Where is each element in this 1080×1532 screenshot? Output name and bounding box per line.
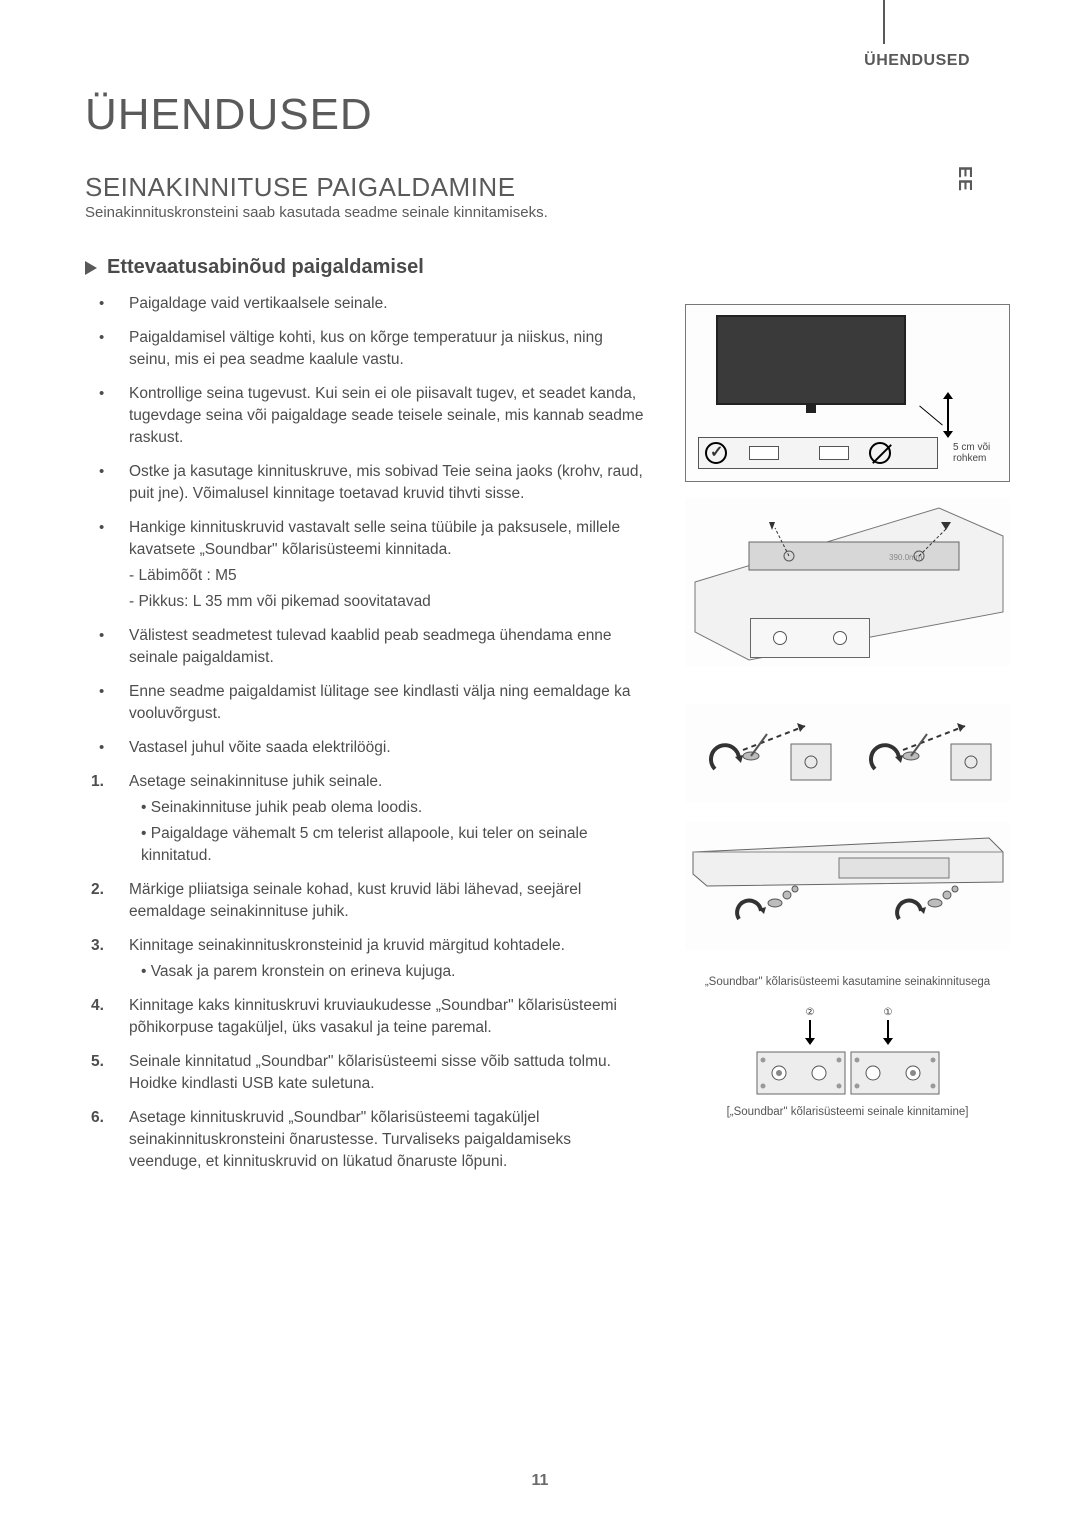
step-item: 2. Märkige pliiatsiga seinale kohad, kus…	[85, 879, 645, 923]
slot-icon	[819, 446, 849, 460]
section-subtitle: Seinakinnituskronsteini saab kasutada se…	[85, 204, 548, 221]
distance-arrow-icon	[947, 397, 949, 433]
content-columns: Ettevaatusabinõud paigaldamisel Paigalda…	[85, 256, 1015, 1185]
step-sub: Paigaldage vähemalt 5 cm telerist allapo…	[129, 823, 645, 867]
sub-line: - Läbimõõt : M5	[129, 565, 645, 587]
wall-guide-strip	[698, 437, 938, 469]
step-text: Asetage seinakinnituse juhik seinale.	[129, 773, 382, 790]
text-column: Ettevaatusabinõud paigaldamisel Paigalda…	[85, 256, 645, 1185]
step-item: 4. Kinnitage kaks kinnituskruvi kruviauk…	[85, 995, 645, 1039]
subheading-text: Ettevaatusabinõud paigaldamisel	[107, 256, 424, 279]
no-mark-icon	[869, 442, 891, 464]
list-item: Välistest seadmetest tulevad kaablid pea…	[85, 625, 645, 669]
language-tab: EE	[954, 166, 975, 192]
list-item: Paigaldage vaid vertikaalsele seinale.	[85, 293, 645, 315]
page-title: ÜHENDUSED	[85, 90, 373, 140]
step-sub: Seinakinnituse juhik peab olema loodis.	[129, 797, 645, 819]
triangle-bullet-icon	[85, 261, 97, 275]
bracket-hole-icon	[833, 631, 847, 645]
screw-insert-left-icon	[725, 885, 805, 938]
figure-caption-1: „Soundbar" kõlarisüsteemi kasutamine sei…	[685, 976, 1010, 988]
page-number: 11	[532, 1472, 549, 1490]
step-item: 6. Asetage kinnituskruvid „Soundbar" kõl…	[85, 1107, 645, 1173]
figure-column: 5 cm või rohkem 390.0mm	[685, 256, 1010, 1185]
step-number: 3.	[91, 935, 104, 957]
step-number: 4.	[91, 995, 104, 1017]
list-item: Enne seadme paigaldamist lülitage see ki…	[85, 681, 645, 725]
arrow-down-icon	[809, 1020, 811, 1040]
section-title: SEINAKINNITUSE PAIGALDAMINE	[85, 172, 516, 203]
step-number: 1.	[91, 771, 104, 793]
step-item: 1. Asetage seinakinnituse juhik seinale.…	[85, 771, 645, 867]
bracket-detail-icon	[750, 618, 870, 658]
figure-tv-clearance: 5 cm või rohkem	[685, 304, 1010, 482]
step-item: 5. Seinale kinnitatud „Soundbar" kõlaris…	[85, 1051, 645, 1095]
list-item: Ostke ja kasutage kinnituskruve, mis sob…	[85, 461, 645, 505]
step-text: Kinnitage seinakinnituskronsteinid ja kr…	[129, 937, 565, 954]
step-number: 6.	[91, 1107, 104, 1129]
leader-line	[919, 405, 943, 425]
list-item: Vastasel juhul võite saada elektrilöögi.	[85, 737, 645, 759]
precaution-list: Paigaldage vaid vertikaalsele seinale. P…	[85, 293, 645, 759]
step-text: Seinale kinnitatud „Soundbar" kõlarisüst…	[129, 1053, 611, 1092]
step-text: Asetage kinnituskruvid „Soundbar" kõlari…	[129, 1109, 571, 1170]
list-item: Paigaldamisel vältige kohti, kus on kõrg…	[85, 327, 645, 371]
step-sub: Vasak ja parem kronstein on erineva kuju…	[129, 961, 645, 983]
list-item: Kontrollige seina tugevust. Kui sein ei …	[85, 383, 645, 449]
screw-insert-right-icon	[885, 885, 965, 938]
subheading-row: Ettevaatusabinõud paigaldamisel	[85, 256, 645, 279]
soundbar-bar-icon	[689, 834, 1005, 888]
tv-screen-icon	[716, 315, 906, 405]
figure-caption-2: [„Soundbar" kõlarisüsteemi seinale kinni…	[685, 1106, 1010, 1118]
step-text: Kinnitage kaks kinnituskruvi kruviaukude…	[129, 997, 617, 1036]
step-number: 2.	[91, 879, 104, 901]
top-vertical-rule	[883, 0, 885, 44]
list-item: Hankige kinnituskruvid vastavalt selle s…	[85, 517, 645, 613]
steps-list: 1. Asetage seinakinnituse juhik seinale.…	[85, 771, 645, 1173]
bracket-hole-icon	[773, 631, 787, 645]
slot-icon	[749, 446, 779, 460]
screw-right-icon	[855, 714, 995, 799]
clearance-label: 5 cm või rohkem	[951, 440, 1011, 466]
step-item: 3. Kinnitage seinakinnituskronsteinid ja…	[85, 935, 645, 983]
screw-left-icon	[695, 714, 835, 799]
step-text: Märkige pliiatsiga seinale kohad, kust k…	[129, 881, 581, 920]
list-item-text: Hankige kinnituskruvid vastavalt selle s…	[129, 519, 620, 558]
figure-soundbar-mount	[685, 822, 1010, 950]
callout-2-icon: ②	[803, 1006, 817, 1020]
figure-wall-marking: 390.0mm	[685, 498, 1010, 666]
callout-1-icon: ①	[881, 1006, 895, 1020]
ok-mark-icon	[705, 442, 727, 464]
figure-screw-brackets	[685, 704, 1010, 802]
step-number: 5.	[91, 1051, 104, 1073]
sub-line: - Pikkus: L 35 mm või pikemad soovitatav…	[129, 591, 645, 613]
header-section-label: ÜHENDUSED	[864, 52, 970, 70]
arrow-down-icon	[887, 1020, 889, 1040]
tv-stand-icon	[806, 405, 816, 413]
figure-bracket-attachment: ② ①	[685, 1006, 1010, 1096]
